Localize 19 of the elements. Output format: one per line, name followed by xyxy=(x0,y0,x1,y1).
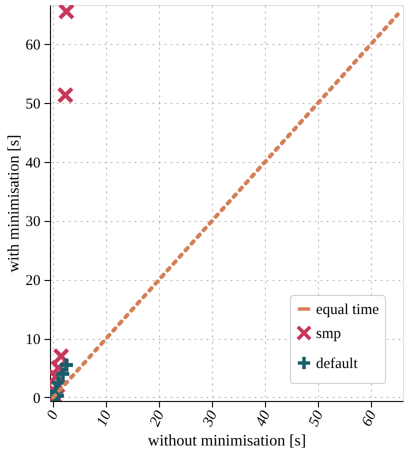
y-axis-title: with minimisation [s] xyxy=(6,134,22,272)
y-tick-label: 60 xyxy=(26,37,40,54)
x-tick-label: 30 xyxy=(200,408,222,430)
y-tick-label: 40 xyxy=(26,155,40,172)
x-axis-title: without minimisation [s] xyxy=(148,432,306,450)
y-tick-label: 50 xyxy=(26,96,40,112)
y-tick-label: 20 xyxy=(26,273,40,290)
y-tick-label: 30 xyxy=(26,214,40,230)
y-tick-label: 10 xyxy=(26,332,40,348)
x-tick-label: 10 xyxy=(94,408,116,429)
legend-label: equal time xyxy=(316,302,380,318)
x-tick-label: 40 xyxy=(253,408,274,429)
legend-label: default xyxy=(316,356,358,372)
x-tick-label: 20 xyxy=(147,408,168,429)
legend-label: smp xyxy=(316,326,342,342)
x-tick-label: 60 xyxy=(359,408,380,429)
x-tick-label: 50 xyxy=(306,408,328,429)
x-tick-label: 0 xyxy=(44,408,62,422)
y-tick-label: 0 xyxy=(33,390,40,407)
